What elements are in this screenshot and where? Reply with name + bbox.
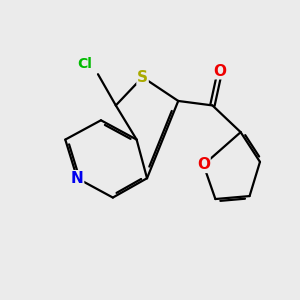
Text: Cl: Cl xyxy=(77,57,92,71)
Text: N: N xyxy=(71,171,84,186)
Text: S: S xyxy=(137,70,148,85)
Text: O: O xyxy=(213,64,226,79)
Text: O: O xyxy=(197,158,210,172)
